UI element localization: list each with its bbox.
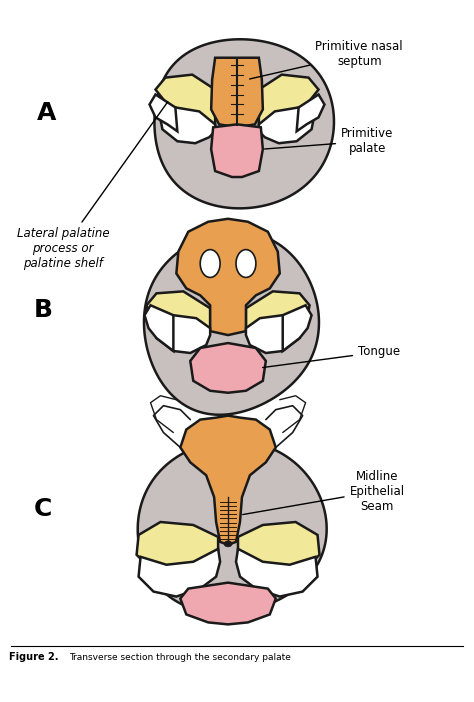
Polygon shape	[236, 549, 318, 597]
Polygon shape	[211, 58, 263, 127]
Text: Primitive
palate: Primitive palate	[264, 127, 393, 155]
Polygon shape	[159, 107, 215, 143]
Text: Tongue: Tongue	[263, 345, 400, 368]
Text: Figure 2.: Figure 2.	[9, 652, 59, 662]
Text: C: C	[34, 497, 52, 521]
Polygon shape	[211, 124, 263, 177]
Ellipse shape	[236, 250, 256, 277]
Polygon shape	[246, 315, 300, 353]
Polygon shape	[146, 291, 210, 333]
Polygon shape	[138, 549, 220, 597]
Polygon shape	[176, 219, 280, 335]
Text: A: A	[36, 101, 56, 126]
Polygon shape	[283, 305, 311, 351]
Polygon shape	[238, 522, 319, 571]
Polygon shape	[190, 343, 266, 392]
Polygon shape	[246, 291, 310, 333]
Polygon shape	[144, 232, 319, 415]
Polygon shape	[259, 74, 319, 124]
Polygon shape	[180, 416, 276, 545]
Polygon shape	[259, 107, 315, 143]
Text: Primitive nasal
septum: Primitive nasal septum	[250, 40, 403, 79]
Ellipse shape	[200, 250, 220, 277]
Polygon shape	[155, 74, 215, 124]
Polygon shape	[137, 522, 218, 571]
Text: B: B	[34, 298, 53, 322]
Polygon shape	[149, 95, 177, 131]
Polygon shape	[145, 305, 173, 351]
Ellipse shape	[224, 541, 232, 547]
Text: Transverse section through the secondary palate: Transverse section through the secondary…	[69, 653, 291, 662]
Text: Lateral palatine
process or
palatine shelf: Lateral palatine process or palatine she…	[17, 102, 168, 270]
Polygon shape	[156, 315, 210, 353]
Text: Midline
Epithelial
Seam: Midline Epithelial Seam	[243, 470, 405, 515]
Polygon shape	[138, 441, 327, 613]
Polygon shape	[155, 39, 334, 208]
Polygon shape	[180, 583, 276, 624]
Polygon shape	[297, 95, 325, 131]
